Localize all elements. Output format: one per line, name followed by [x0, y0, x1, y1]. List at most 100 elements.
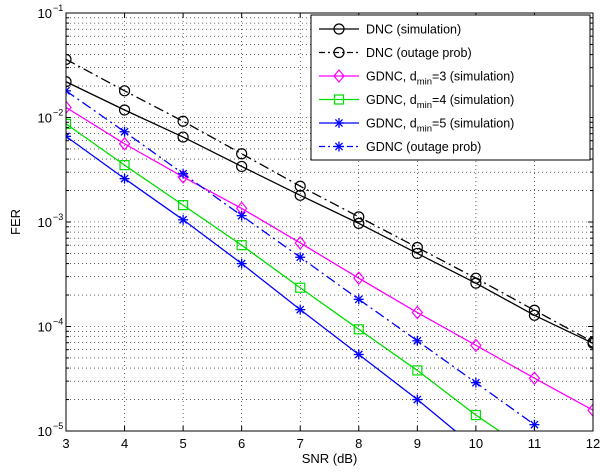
- y-axis-label: FER: [8, 209, 23, 235]
- data-point: [333, 94, 345, 105]
- data-point: [118, 136, 131, 151]
- legend-entry: DNC (simulation): [319, 23, 461, 37]
- data-point: [412, 394, 423, 405]
- data-point: [294, 189, 306, 201]
- series-line: [66, 135, 456, 431]
- legend-box: [310, 14, 591, 161]
- data-point: [333, 46, 345, 59]
- legend-label: GDNC (outage prob): [366, 140, 481, 154]
- x-tick-label: 5: [179, 436, 186, 451]
- data-point: [66, 85, 71, 96]
- legend-label: GDNC, dmin=5 (simulation): [366, 117, 514, 135]
- data-point: [587, 403, 593, 418]
- series-1: [66, 76, 593, 349]
- y-tick-label: 10: [38, 424, 52, 439]
- y-tick-exponent: −4: [53, 317, 63, 327]
- x-tick-label: 6: [238, 436, 245, 451]
- legend-label: GDNC, dmin=3 (simulation): [366, 70, 514, 88]
- legend-label: DNC (simulation): [366, 23, 461, 37]
- data-point: [119, 173, 130, 184]
- data-point: [470, 409, 481, 421]
- series-4: [66, 118, 500, 431]
- data-point: [353, 294, 364, 305]
- data-point: [177, 169, 189, 184]
- data-point: [470, 272, 482, 284]
- y-tick-label: 10: [38, 215, 52, 230]
- data-point: [118, 85, 131, 97]
- data-point: [66, 53, 72, 65]
- data-point: [66, 100, 72, 115]
- data-point: [118, 104, 131, 116]
- x-tick-label: 7: [297, 436, 304, 451]
- data-point: [529, 419, 540, 430]
- x-tick-label: 3: [62, 436, 69, 451]
- data-point: [178, 214, 189, 225]
- data-point: [334, 141, 344, 152]
- data-point: [236, 148, 248, 160]
- data-point: [294, 236, 307, 250]
- y-tick-exponent: −1: [53, 3, 63, 13]
- y-tick-exponent: −2: [53, 108, 63, 118]
- data-point: [470, 338, 482, 353]
- data-point: [177, 115, 189, 127]
- series-group: [66, 53, 593, 431]
- data-point: [334, 118, 344, 128]
- y-tick-label: 10: [38, 111, 52, 126]
- data-point: [236, 258, 247, 269]
- data-point: [295, 304, 306, 315]
- data-point: [353, 217, 365, 229]
- data-point: [177, 131, 189, 143]
- legend-label: DNC (outage prob): [366, 46, 472, 60]
- legend: DNC (simulation) DNC (outage prob) GDNC, d…: [310, 14, 591, 161]
- data-point: [411, 241, 423, 254]
- data-point: [412, 335, 423, 346]
- legend-entry: GDNC, dmin=5 (simulation): [319, 117, 514, 135]
- data-point: [528, 371, 541, 386]
- x-tick-label: 10: [469, 436, 483, 451]
- x-tick-label: 12: [586, 436, 600, 451]
- data-point: [66, 118, 72, 129]
- data-point: [528, 304, 541, 316]
- series-2: [66, 53, 593, 348]
- x-tick-label: 9: [414, 436, 421, 451]
- series-6: [66, 85, 540, 430]
- x-tick-label: 8: [355, 436, 362, 451]
- legend-entry: DNC (outage prob): [319, 46, 472, 60]
- y-tick-exponent: −5: [53, 421, 63, 431]
- data-point: [119, 126, 130, 137]
- data-point: [295, 252, 306, 263]
- data-point: [295, 282, 306, 293]
- data-point: [236, 240, 247, 251]
- data-point: [470, 377, 481, 388]
- legend-entry: GDNC (outage prob): [319, 140, 481, 154]
- legend-entry: GDNC, dmin=3 (simulation): [319, 69, 514, 88]
- data-point: [333, 69, 345, 83]
- data-point: [353, 324, 364, 335]
- data-point: [353, 211, 365, 223]
- x-tick-label: 4: [121, 436, 128, 451]
- data-point: [294, 180, 306, 192]
- series-line: [66, 123, 500, 431]
- data-point: [412, 365, 423, 376]
- data-point: [333, 23, 345, 35]
- data-point: [353, 349, 364, 360]
- data-point: [411, 247, 423, 260]
- y-tick-label: 10: [38, 320, 52, 335]
- legend-label: GDNC, dmin=4 (simulation): [366, 93, 514, 111]
- data-point: [587, 336, 593, 348]
- y-tick-label: 10: [38, 6, 52, 21]
- data-point: [119, 160, 130, 171]
- series-3: [66, 100, 593, 418]
- data-point: [66, 76, 72, 88]
- series-line: [66, 81, 593, 344]
- x-axis-label: SNR (dB): [302, 451, 358, 466]
- data-point: [411, 305, 424, 320]
- legend-entry: GDNC, dmin=4 (simulation): [319, 93, 514, 111]
- series-line: [66, 106, 593, 411]
- data-point: [352, 271, 365, 286]
- data-point: [178, 200, 189, 211]
- y-tick-exponent: −3: [53, 212, 63, 222]
- data-point: [178, 168, 189, 179]
